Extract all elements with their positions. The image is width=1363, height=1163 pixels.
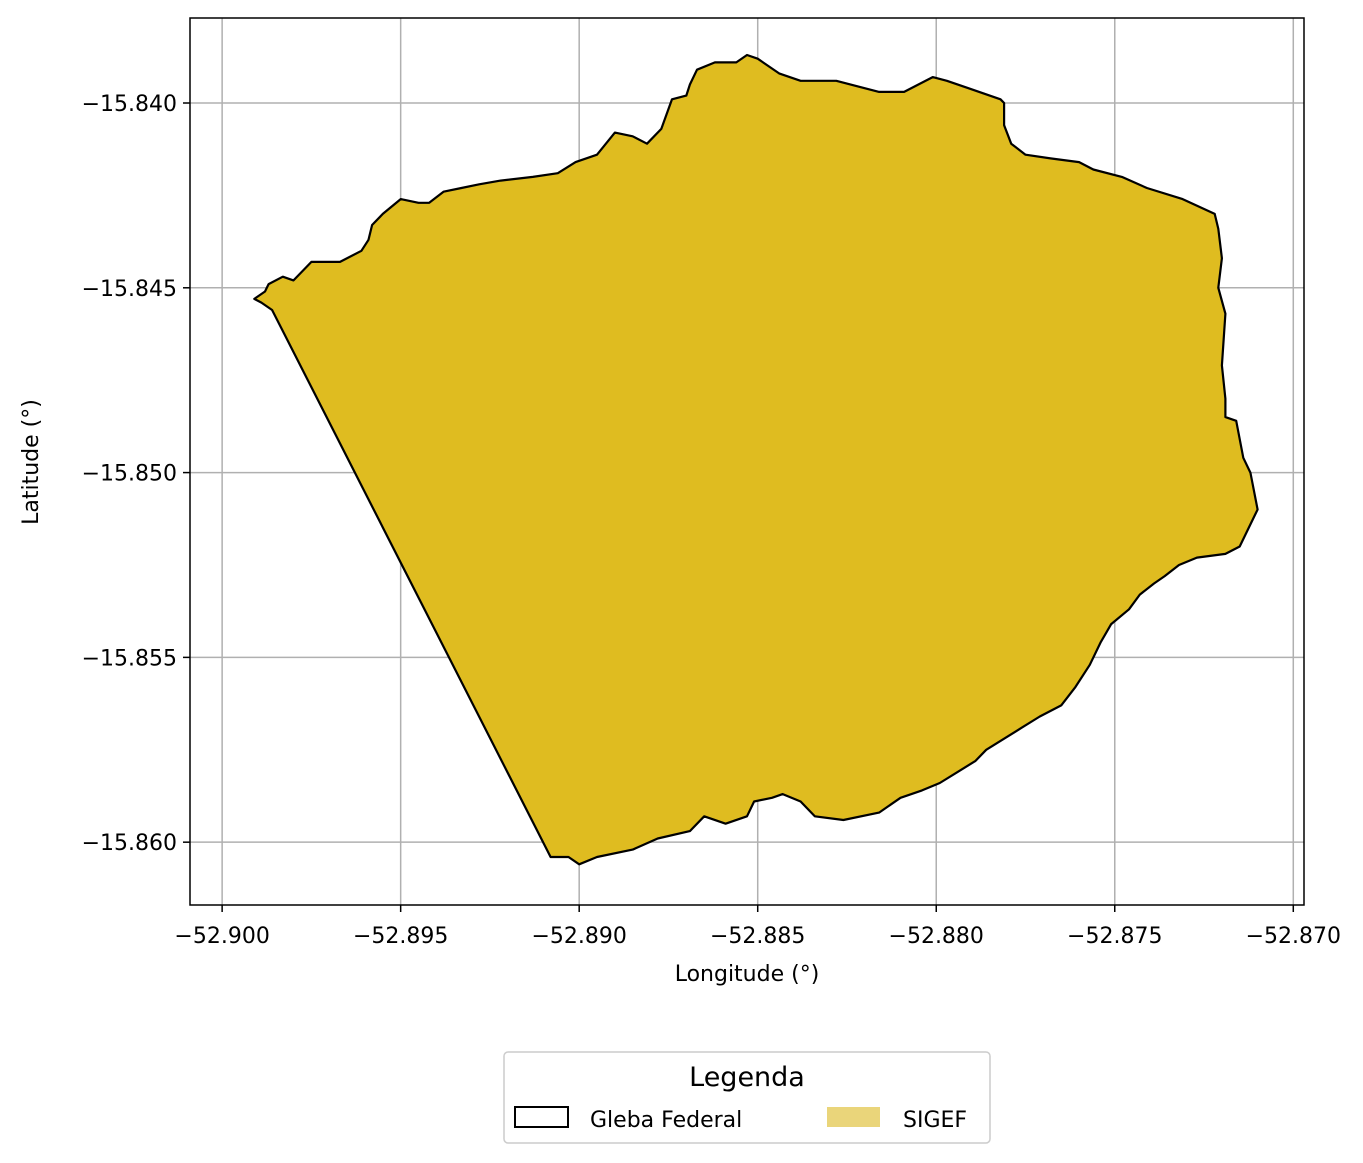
y-tick-label: −15.845: [82, 277, 177, 302]
x-axis: −52.900 −52.895 −52.890 −52.885 −52.880 −52.8…: [174, 905, 1341, 949]
x-tick-label: −52.895: [353, 924, 448, 949]
x-tick-label: −52.890: [531, 924, 626, 949]
legend-title: Legenda: [689, 1062, 805, 1093]
y-axis-title: Latitude (°): [19, 399, 44, 525]
x-tick-label: −52.885: [710, 924, 805, 949]
y-tick-label: −15.860: [82, 831, 177, 856]
legend-label-sigef: SIGEF: [903, 1108, 967, 1133]
x-axis-title: Longitude (°): [675, 962, 820, 987]
legend-swatch-gleba-federal: [514, 1106, 569, 1128]
x-tick-label: −52.875: [1067, 924, 1162, 949]
y-axis: −15.840 −15.845 −15.850 −15.855 −15.860: [82, 92, 190, 856]
sigef-polygon: [253, 53, 1259, 866]
x-tick-label: −52.900: [174, 924, 269, 949]
legend-label-gleba-federal: Gleba Federal: [590, 1108, 742, 1133]
y-tick-label: −15.855: [82, 646, 177, 671]
legend: Legenda Gleba Federal SIGEF: [503, 1051, 991, 1144]
y-tick-label: −15.850: [82, 462, 177, 487]
x-tick-label: −52.880: [889, 924, 984, 949]
x-tick-label: −52.870: [1246, 924, 1341, 949]
legend-swatch-sigef: [827, 1107, 880, 1127]
plot-frame: [189, 17, 1305, 906]
y-tick-label: −15.840: [82, 92, 177, 117]
